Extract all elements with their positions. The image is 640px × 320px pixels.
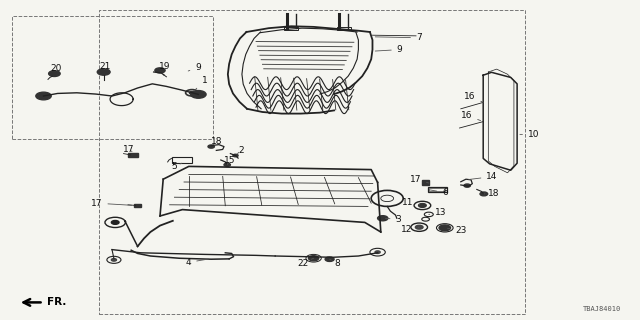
Text: 5: 5 <box>172 162 182 171</box>
Bar <box>12 16 213 139</box>
Bar <box>284 27 298 30</box>
Text: 16: 16 <box>461 111 481 121</box>
Circle shape <box>191 91 206 98</box>
Circle shape <box>325 257 334 261</box>
Bar <box>422 180 429 185</box>
Text: 6: 6 <box>430 188 448 197</box>
Text: 1: 1 <box>194 76 207 91</box>
Circle shape <box>439 225 451 231</box>
Text: FR.: FR. <box>47 297 66 308</box>
Text: 9: 9 <box>188 63 201 72</box>
Circle shape <box>189 92 195 94</box>
Bar <box>428 187 447 192</box>
Circle shape <box>155 68 165 73</box>
Text: 13: 13 <box>429 208 447 217</box>
Text: 7: 7 <box>375 33 422 42</box>
Text: TBAJ84010: TBAJ84010 <box>582 306 621 312</box>
Circle shape <box>378 216 388 221</box>
Circle shape <box>480 192 488 196</box>
Circle shape <box>464 184 470 187</box>
Circle shape <box>111 220 119 224</box>
Text: 10: 10 <box>520 130 540 139</box>
Bar <box>172 157 192 163</box>
Bar <box>429 188 445 191</box>
Circle shape <box>49 71 60 76</box>
Text: 14: 14 <box>468 172 498 181</box>
Text: 19: 19 <box>159 62 170 71</box>
Text: 4: 4 <box>186 258 209 267</box>
Bar <box>99 10 525 314</box>
Text: 20: 20 <box>50 64 61 73</box>
Text: 2: 2 <box>237 146 244 155</box>
Text: 16: 16 <box>464 92 483 102</box>
Circle shape <box>415 225 423 229</box>
Text: 21: 21 <box>99 62 111 71</box>
Text: 11: 11 <box>402 198 420 207</box>
Text: 12: 12 <box>401 225 419 234</box>
Circle shape <box>419 204 426 207</box>
Text: 18: 18 <box>211 137 223 146</box>
Bar <box>337 27 351 30</box>
Text: 18: 18 <box>484 189 499 198</box>
Text: 23: 23 <box>447 226 467 235</box>
Text: 15: 15 <box>224 156 236 165</box>
Circle shape <box>97 69 110 75</box>
Text: 3: 3 <box>385 215 401 224</box>
Bar <box>134 204 141 207</box>
Text: 22: 22 <box>297 258 314 268</box>
Text: 17: 17 <box>91 199 132 208</box>
Circle shape <box>111 259 116 261</box>
Circle shape <box>208 145 214 148</box>
Text: 8: 8 <box>330 259 340 268</box>
Text: 17: 17 <box>123 145 134 154</box>
Circle shape <box>308 256 319 261</box>
Text: 17: 17 <box>410 175 429 184</box>
Circle shape <box>233 154 238 157</box>
Circle shape <box>375 251 380 253</box>
Circle shape <box>36 92 51 100</box>
Text: 9: 9 <box>375 45 403 54</box>
Bar <box>128 153 138 157</box>
Circle shape <box>224 163 230 166</box>
